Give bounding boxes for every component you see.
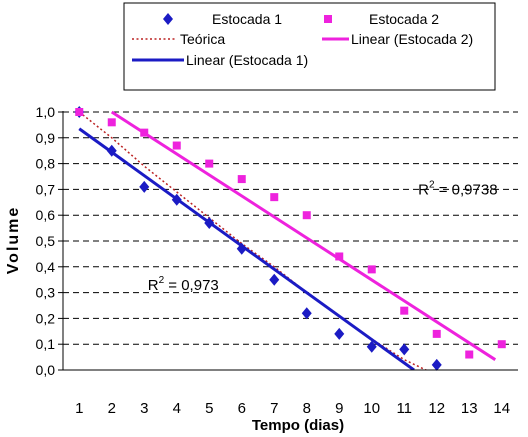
data-point xyxy=(432,329,441,338)
data-point xyxy=(302,211,311,220)
data-point xyxy=(270,193,279,202)
y-tick-label: 0,4 xyxy=(36,259,56,275)
x-tick-label: 1 xyxy=(75,400,83,417)
data-point xyxy=(75,108,84,116)
x-tick-label: 9 xyxy=(335,400,343,417)
y-tick-label: 0,3 xyxy=(36,285,56,301)
series-line xyxy=(78,111,428,370)
y-tick-label: 0,0 xyxy=(36,362,56,378)
legend-label: Estocada 1 xyxy=(212,11,282,27)
x-tick-label: 14 xyxy=(493,400,510,417)
data-point xyxy=(334,327,345,340)
r-squared-label: R2 = 0,9738 xyxy=(418,180,497,199)
r-squared-value: = 0,973 xyxy=(164,277,219,294)
series-line xyxy=(78,127,415,370)
y-tick-label: 0,8 xyxy=(36,156,56,172)
legend-label: Estocada 2 xyxy=(369,11,439,27)
y-tick-label: 0,9 xyxy=(36,130,56,146)
data-point xyxy=(205,159,214,168)
gridlines xyxy=(63,111,518,345)
y-tick-label: 0,6 xyxy=(36,207,56,223)
legend-label: Linear (Estocada 1) xyxy=(186,52,308,68)
x-tick-label: 7 xyxy=(270,400,278,417)
r-squared-superscript: 2 xyxy=(429,180,435,191)
data-point xyxy=(237,175,246,184)
y-tick-label: 1,0 xyxy=(36,104,56,120)
data-point xyxy=(366,340,377,353)
r-squared-value: = 0,9738 xyxy=(435,182,498,199)
r-squared-superscript: 2 xyxy=(159,275,165,286)
data-point xyxy=(301,307,312,320)
series-line xyxy=(110,110,497,361)
x-tick-label: 3 xyxy=(140,400,148,417)
x-tick-label: 10 xyxy=(363,400,380,417)
legend-label: Linear (Estocada 2) xyxy=(351,31,473,47)
data-point xyxy=(399,343,410,356)
axes: 0,00,10,20,30,40,50,60,70,80,91,01 2 3 4 5 6 7… xyxy=(36,104,518,417)
r-squared-symbol: R xyxy=(148,277,159,294)
x-tick-label: 4 xyxy=(173,400,181,417)
y-tick-label: 0,1 xyxy=(36,336,56,352)
r-squared-symbol: R xyxy=(418,182,429,199)
plot-area xyxy=(74,106,506,371)
y-tick-label: 0,7 xyxy=(36,181,56,197)
y-axis-label: Volume xyxy=(5,206,22,275)
legend-marker xyxy=(324,15,332,23)
x-tick-label: 8 xyxy=(303,400,311,417)
data-point xyxy=(400,306,409,315)
legend: Estocada 1 Estocada 2 Teórica Linear (Estoc… xyxy=(123,2,496,91)
data-point xyxy=(269,273,280,286)
x-tick-label: 11 xyxy=(396,400,412,417)
data-point xyxy=(236,242,247,255)
y-tick-label: 0,2 xyxy=(36,310,56,326)
data-point xyxy=(204,216,215,229)
data-point xyxy=(171,193,182,206)
y-tick-label: 0,5 xyxy=(36,233,56,249)
data-point xyxy=(335,252,344,261)
x-tick-label: 6 xyxy=(238,400,246,417)
data-point xyxy=(140,128,149,137)
x-tick-label: 13 xyxy=(461,400,478,417)
data-point xyxy=(465,350,474,359)
x-tick-label: 2 xyxy=(108,400,116,417)
legend-marker xyxy=(163,13,173,25)
data-point xyxy=(107,118,116,127)
data-point xyxy=(106,144,117,157)
data-point xyxy=(497,340,506,349)
data-point xyxy=(431,358,442,371)
x-tick-label: 5 xyxy=(205,400,213,417)
data-point xyxy=(367,265,376,274)
x-axis-label: Tempo (dias) xyxy=(252,417,344,434)
data-point xyxy=(172,141,181,150)
legend-label: Teórica xyxy=(180,31,225,47)
r-squared-label: R2 = 0,973 xyxy=(148,275,219,294)
x-tick-label: 12 xyxy=(428,400,445,417)
data-point xyxy=(139,180,150,193)
